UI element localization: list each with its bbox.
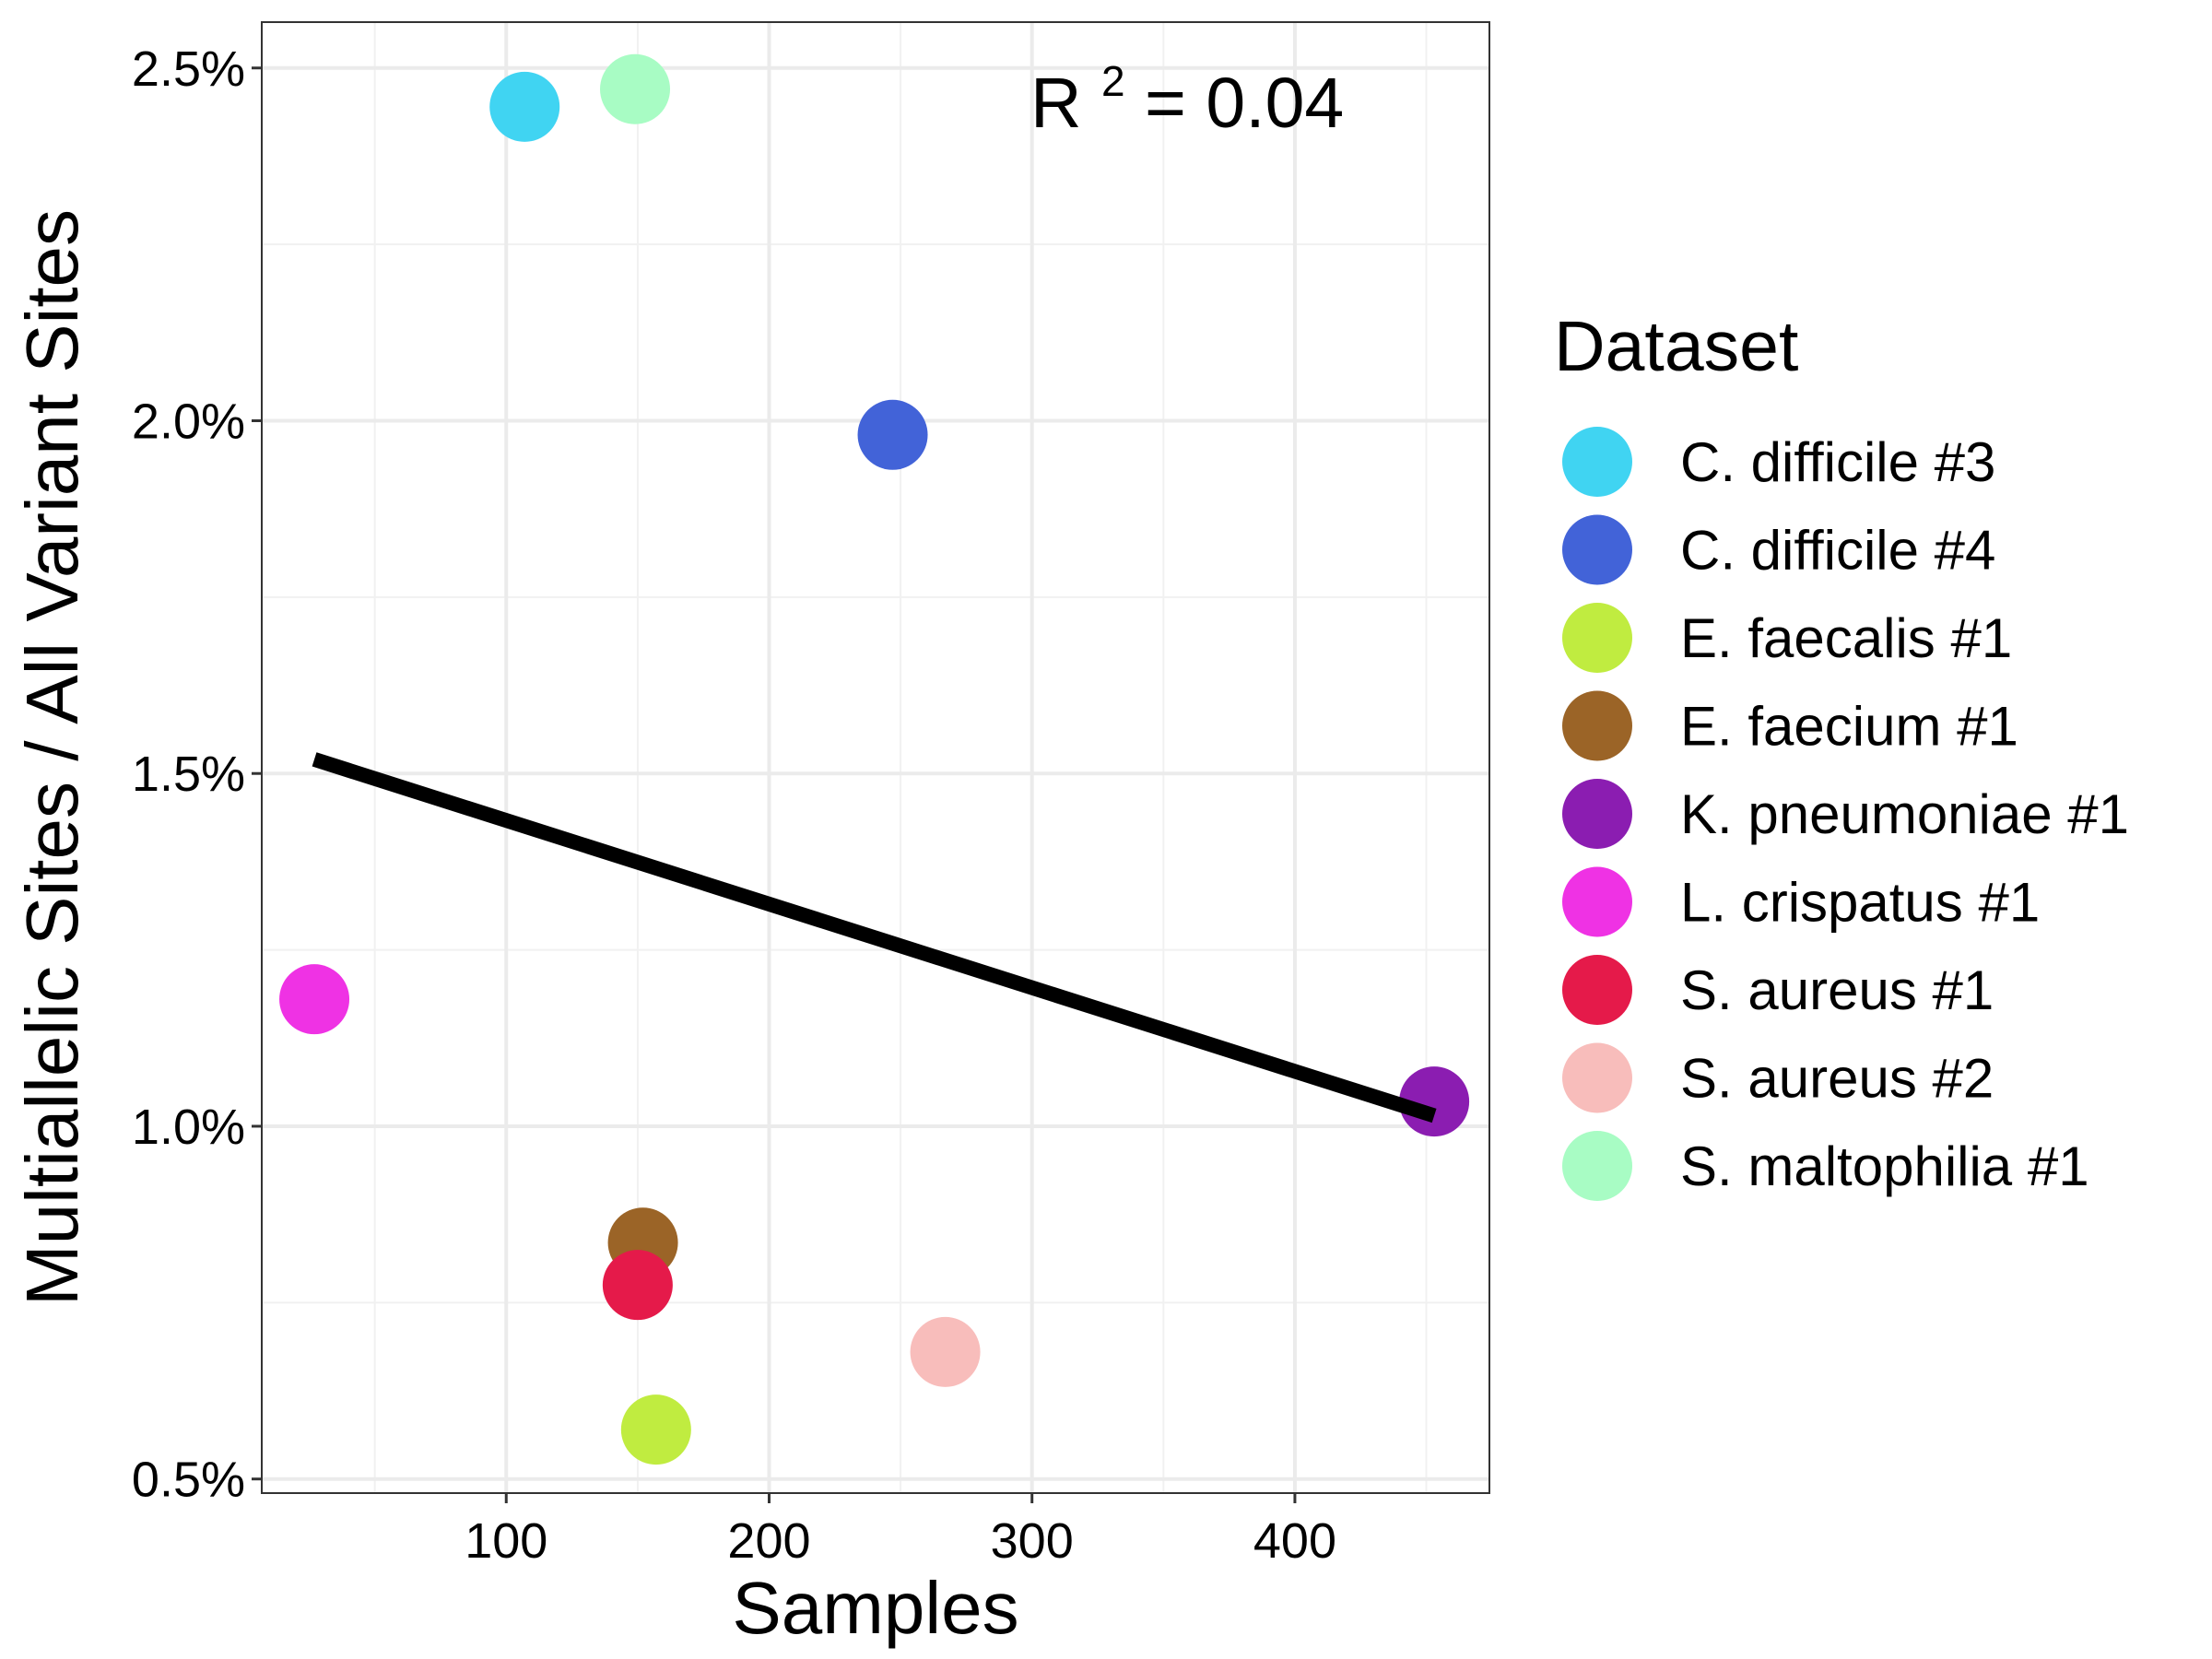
- x-tick-label: 300: [991, 1513, 1074, 1569]
- legend-label: C. difficile #4: [1680, 520, 1995, 582]
- y-axis-title: Multiallelic Sites / All Variant Sites: [11, 209, 93, 1306]
- r-squared-base: R: [1030, 64, 1082, 143]
- legend-swatch: [1562, 1042, 1632, 1113]
- legend-label: L. crispatus #1: [1680, 872, 2040, 934]
- legend-label: S. aureus #1: [1680, 959, 1994, 1021]
- fit-line: [312, 752, 1437, 1124]
- legend-label: C. difficile #3: [1680, 431, 1995, 493]
- y-tick-label: 2.5%: [132, 41, 245, 97]
- legend-label: S. maltophilia #1: [1680, 1135, 2089, 1197]
- legend-swatch: [1562, 514, 1632, 585]
- plot-panel: [261, 21, 1490, 1494]
- x-tick-label: 400: [1253, 1513, 1336, 1569]
- data-point: [279, 964, 350, 1035]
- data-point: [857, 399, 928, 470]
- panel-border: [261, 21, 1490, 1494]
- legend-swatch: [1562, 866, 1632, 937]
- legend-swatch: [1562, 427, 1632, 497]
- data-point: [620, 1394, 691, 1465]
- y-tick-label: 2.0%: [132, 394, 245, 449]
- data-point: [910, 1316, 981, 1387]
- legend-swatch: [1562, 690, 1632, 761]
- r-squared-superscript: 2: [1101, 57, 1125, 105]
- legend-label: E. faecalis #1: [1680, 607, 2012, 669]
- data-point: [1399, 1066, 1470, 1137]
- r-squared-annotation: R 2 = 0.04: [1030, 32, 1344, 143]
- legend: Dataset C. difficile #3 C. difficile #4 E.…: [1554, 307, 2129, 1201]
- axes: 100 200 300 400 0.5% 1.0% 1.5% 2.0% 2.5%: [132, 41, 1336, 1569]
- x-axis-title: Samples: [732, 1567, 1018, 1649]
- y-tick-label: 0.5%: [132, 1453, 245, 1508]
- y-tick-label: 1.5%: [132, 747, 245, 802]
- data-point: [489, 71, 560, 142]
- y-tick-label: 1.0%: [132, 1100, 245, 1155]
- data-point: [600, 53, 671, 124]
- legend-swatch: [1562, 1131, 1632, 1201]
- legend-swatch: [1562, 603, 1632, 673]
- panel-background: [262, 22, 1489, 1493]
- legend-title: Dataset: [1554, 307, 1798, 386]
- r-squared-value: = 0.04: [1145, 64, 1344, 143]
- data-point: [602, 1250, 673, 1321]
- legend-label: S. aureus #2: [1680, 1048, 1994, 1110]
- legend-label: E. faecium #1: [1680, 696, 2018, 758]
- x-tick-label: 100: [465, 1513, 547, 1569]
- legend-swatch: [1562, 779, 1632, 849]
- legend-swatch: [1562, 955, 1632, 1025]
- legend-label: K. pneumoniae #1: [1680, 783, 2129, 845]
- x-tick-label: 200: [727, 1513, 810, 1569]
